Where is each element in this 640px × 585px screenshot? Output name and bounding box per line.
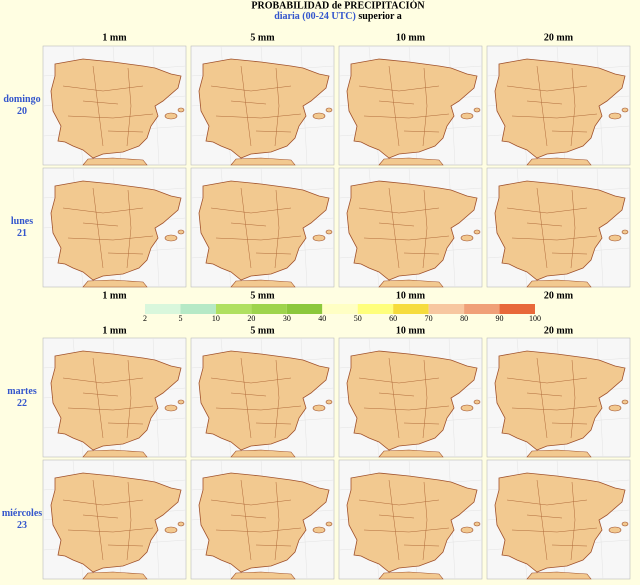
- legend-label: 5: [178, 314, 182, 323]
- legend-label: 90: [496, 314, 504, 323]
- column-header: 10 mm: [396, 32, 426, 43]
- legend-swatch: [322, 304, 358, 314]
- legend-swatch: [215, 304, 252, 314]
- column-header: 5 mm: [250, 325, 275, 336]
- legend-label: 60: [389, 314, 397, 323]
- legend-swatch: [428, 304, 465, 314]
- map: [190, 45, 335, 166]
- map: [486, 459, 631, 580]
- map: [338, 167, 483, 288]
- row-date: 21: [17, 228, 27, 239]
- row-date: 20: [17, 106, 27, 117]
- map: [42, 45, 187, 166]
- period: diaria (00-24 UTC): [274, 11, 356, 22]
- subtitle: diaria (00-24 UTC) superior a: [274, 11, 402, 22]
- legend-label: 40: [318, 314, 326, 323]
- row-day: martes: [7, 386, 37, 397]
- row-day: domingo: [3, 94, 40, 105]
- map: [42, 459, 187, 580]
- legend-swatch: [251, 304, 287, 314]
- legend-label: 70: [425, 314, 433, 323]
- legend-label: 80: [460, 314, 468, 323]
- map: [190, 337, 335, 458]
- map: [486, 337, 631, 458]
- row-date: 22: [17, 398, 27, 409]
- column-header: 20 mm: [544, 290, 574, 301]
- legend-label: 10: [212, 314, 220, 323]
- column-header: 10 mm: [396, 325, 426, 336]
- map: [486, 45, 631, 166]
- row-date: 23: [17, 520, 27, 531]
- legend-swatch: [286, 304, 323, 314]
- map: [190, 459, 335, 580]
- legend-label: 30: [283, 314, 291, 323]
- column-header: 1 mm: [102, 32, 127, 43]
- map: [190, 167, 335, 288]
- column-header: 5 mm: [250, 290, 275, 301]
- map: [338, 459, 483, 580]
- column-header: 20 mm: [544, 32, 574, 43]
- map: [42, 167, 187, 288]
- legend-label: 2: [143, 314, 147, 323]
- column-header: 5 mm: [250, 32, 275, 43]
- column-header: 1 mm: [102, 325, 127, 336]
- title: PROBABILIDAD de PRECIPITACIÓN: [251, 0, 425, 11]
- legend-swatch: [464, 304, 500, 314]
- legend-swatch: [180, 304, 216, 314]
- map: [486, 167, 631, 288]
- legend-swatch: [145, 304, 181, 314]
- column-header: 10 mm: [396, 290, 426, 301]
- map: [338, 337, 483, 458]
- column-header: 1 mm: [102, 290, 127, 301]
- row-day: lunes: [11, 216, 33, 227]
- legend-swatch: [393, 304, 429, 314]
- legend-swatch: [499, 304, 535, 314]
- subtitle-suffix: superior a: [358, 11, 401, 22]
- legend-label: 100: [529, 314, 541, 323]
- legend-swatch: [357, 304, 394, 314]
- row-day: miércoles: [2, 508, 42, 519]
- map: [338, 45, 483, 166]
- legend-label: 50: [354, 314, 362, 323]
- map: [42, 337, 187, 458]
- legend-label: 20: [247, 314, 255, 323]
- column-header: 20 mm: [544, 325, 574, 336]
